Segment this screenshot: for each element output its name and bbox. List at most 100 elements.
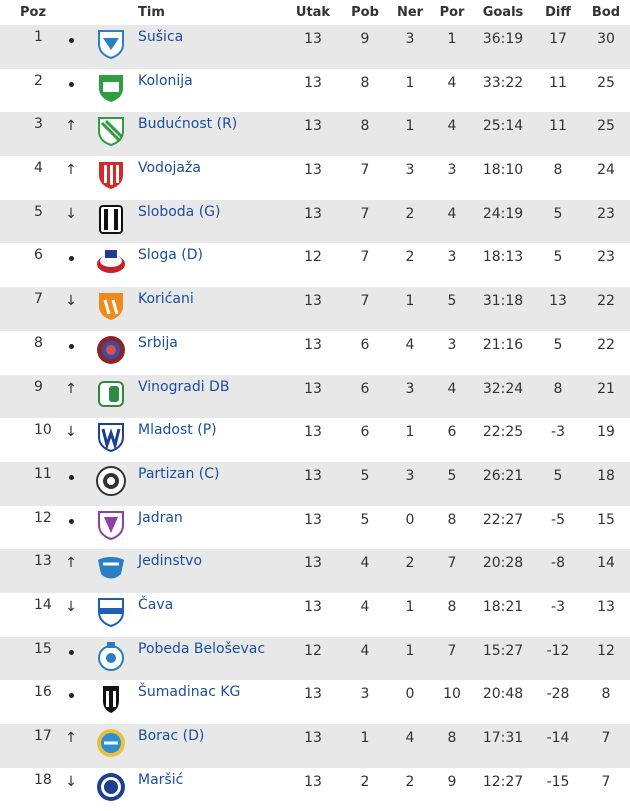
- kolonija-crest-icon[interactable]: [95, 74, 127, 108]
- partizan-crest-icon[interactable]: [95, 465, 127, 501]
- points-cell: 8: [601, 686, 611, 703]
- borac-crest-icon[interactable]: [95, 729, 127, 763]
- table-row: 2 Kolonija 13 8 1 4 33:22 11 25: [0, 69, 630, 113]
- team-logo-cell[interactable]: [88, 375, 134, 419]
- jedinstvo-crest-icon[interactable]: [95, 557, 127, 588]
- arrow-up-icon: ↑: [65, 555, 77, 572]
- team-logo-cell[interactable]: [88, 287, 134, 331]
- team-logo-cell[interactable]: [88, 25, 134, 69]
- team-name-link[interactable]: Sušica: [138, 29, 184, 45]
- team-logo-cell[interactable]: [88, 418, 134, 462]
- trend-cell: [54, 506, 88, 550]
- arrow-up-icon: ↑: [65, 730, 77, 746]
- team-logo-cell[interactable]: [88, 331, 134, 375]
- header-tim: Tim: [138, 5, 165, 20]
- team-name-link[interactable]: Srbija: [138, 334, 178, 351]
- sumadinac-crest-icon[interactable]: [95, 686, 127, 719]
- mladost-crest-icon[interactable]: [95, 423, 127, 457]
- team-name-link[interactable]: Sloga (D): [138, 247, 203, 264]
- played-cell: 13: [304, 730, 322, 746]
- played-cell: 13: [304, 598, 322, 615]
- losses-cell: 7: [447, 642, 457, 659]
- team-name-link[interactable]: Partizan (C): [138, 465, 220, 482]
- points-cell: 25: [597, 118, 615, 135]
- team-logo-cell[interactable]: [88, 462, 134, 506]
- points-cell: 30: [597, 31, 615, 47]
- played-cell: 13: [304, 162, 322, 179]
- team-name-link[interactable]: Sloboda (G): [138, 203, 221, 220]
- table-row: 11 Partizan (C) 13 5 3 5 26:21 5 18: [0, 461, 630, 506]
- team-name-link[interactable]: Jedinstvo: [138, 553, 203, 570]
- team-name-link[interactable]: Vodojaža: [138, 160, 201, 177]
- pobeda-crest-icon[interactable]: [95, 641, 127, 676]
- koricani-crest-icon[interactable]: [95, 293, 127, 326]
- team-logo-cell[interactable]: [88, 243, 134, 287]
- goal-diff-cell: 13: [549, 293, 567, 310]
- arrow-up-icon: ↑: [65, 118, 77, 135]
- cava-crest-icon[interactable]: [95, 597, 127, 632]
- team-name-link[interactable]: Borac (D): [138, 728, 205, 744]
- wins-cell: 7: [360, 249, 370, 266]
- team-logo-cell[interactable]: [88, 724, 134, 768]
- goal-diff-cell: -15: [546, 773, 570, 790]
- team-logo-cell[interactable]: [88, 637, 134, 681]
- team-name-link[interactable]: Čava: [138, 596, 174, 613]
- jadran-crest-icon[interactable]: [95, 510, 127, 545]
- trend-cell: ↑: [54, 156, 88, 200]
- srbija-crest-icon[interactable]: [95, 335, 127, 370]
- wins-cell: 7: [360, 293, 370, 310]
- losses-cell: 5: [447, 293, 457, 310]
- losses-cell: 7: [447, 555, 457, 572]
- goal-diff-cell: 5: [553, 205, 563, 222]
- no-change-icon: [68, 474, 74, 480]
- position-cell: 5: [34, 203, 43, 220]
- team-logo-cell[interactable]: [88, 593, 134, 637]
- header-diff: Diff: [545, 5, 571, 20]
- team-logo-cell[interactable]: [88, 506, 134, 550]
- played-cell: 13: [304, 773, 322, 790]
- header-trend: [54, 0, 88, 25]
- goals-cell: 22:27: [482, 511, 524, 528]
- team-name-link[interactable]: Pobeda Beloševac: [138, 640, 266, 657]
- arrow-down-icon: ↓: [65, 773, 77, 790]
- team-name-link[interactable]: Budućnost (R): [138, 116, 238, 133]
- table-row: 6 Sloga (D) 12 7 2 3 18:13 5 23: [0, 243, 630, 287]
- team-logo-cell[interactable]: [88, 680, 134, 724]
- team-logo-cell[interactable]: [88, 69, 134, 113]
- trend-cell: [54, 25, 88, 69]
- sloga-crest-icon[interactable]: [95, 250, 127, 282]
- team-name-link[interactable]: Mladost (P): [138, 422, 217, 439]
- wins-cell: 7: [360, 162, 370, 179]
- wins-cell: 2: [360, 773, 370, 790]
- team-logo-cell[interactable]: [88, 768, 134, 811]
- team-name-link[interactable]: Jadran: [138, 509, 183, 526]
- susica-crest-icon[interactable]: [95, 30, 127, 64]
- team-name-link[interactable]: Šumadinac KG: [138, 684, 241, 701]
- team-logo-cell[interactable]: [88, 156, 134, 200]
- team-logo-cell[interactable]: [88, 112, 134, 156]
- team-name-link[interactable]: Vinogradi DB: [138, 378, 230, 395]
- vodojaza-crest-icon[interactable]: [95, 162, 127, 195]
- team-name-link[interactable]: Maršić: [138, 771, 184, 788]
- team-name-link[interactable]: Kolonija: [138, 72, 193, 89]
- wins-cell: 7: [360, 205, 370, 222]
- sloboda-crest-icon[interactable]: [95, 204, 127, 239]
- marsic-crest-icon[interactable]: [95, 772, 127, 807]
- header-ner: Ner: [396, 5, 424, 20]
- team-name-link[interactable]: Korićani: [138, 291, 194, 308]
- points-cell: 7: [601, 730, 611, 746]
- table-row: 4 ↑ Vodojaža 13 7 3 3 18:10 8 24: [0, 156, 630, 200]
- points-cell: 25: [597, 74, 615, 91]
- vinogradi-crest-icon[interactable]: [95, 380, 127, 414]
- header-bod: Bod: [591, 5, 621, 20]
- header-por: Por: [439, 5, 465, 20]
- wins-cell: 6: [360, 380, 370, 397]
- position-cell: 9: [34, 378, 43, 395]
- played-cell: 12: [304, 642, 322, 659]
- team-logo-cell[interactable]: [88, 549, 134, 593]
- team-logo-cell[interactable]: [88, 200, 134, 244]
- trend-cell: [54, 637, 88, 681]
- wins-cell: 5: [360, 511, 370, 528]
- buducnost-crest-icon[interactable]: [95, 117, 127, 151]
